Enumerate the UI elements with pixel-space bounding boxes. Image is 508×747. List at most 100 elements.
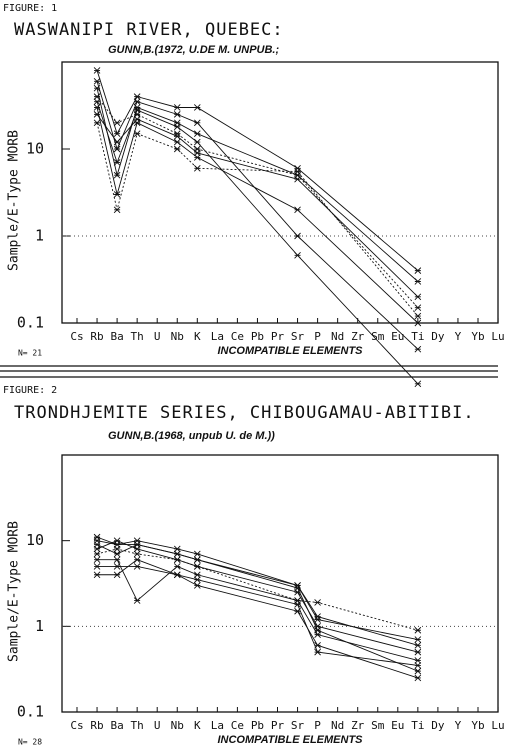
point-marker [173,138,181,146]
point-marker [93,67,101,74]
point-marker [294,175,301,183]
point-marker [173,571,181,579]
x-tick-label: Pb [251,719,264,732]
point-marker [93,98,101,105]
point-marker [414,642,422,649]
x-axis-label: INCOMPATIBLE ELEMENTS [217,734,363,746]
x-tick-label: Lu [491,719,504,732]
x-tick-label: Nb [171,719,184,732]
point-marker [314,648,321,656]
point-marker [113,138,121,146]
n-label: N= 28 [18,738,42,747]
point-marker [113,206,121,214]
point-marker [173,563,181,570]
x-tick-label: Y [455,330,462,343]
series-line [96,548,418,631]
point-marker [294,601,301,608]
point-marker [93,111,101,118]
chart-subtitle: GUNN,B.(1968, unpub U. de M.)) [108,430,275,442]
point-marker [173,123,181,131]
point-marker [93,563,101,570]
x-tick-label: Cs [70,719,83,732]
point-marker [294,251,301,259]
point-marker [294,206,301,214]
x-tick-label: Sr [291,719,305,732]
x-tick-label: Zr [351,330,365,343]
point-marker [414,648,422,656]
x-axis-label: INCOMPATIBLE ELEMENTS [217,345,363,357]
y-tick-label: 1 [35,617,44,635]
point-marker [173,550,181,558]
point-marker [133,115,141,123]
point-marker [113,130,121,137]
point-marker [193,119,201,127]
point-marker [133,130,141,137]
point-marker [113,541,121,548]
series-line [97,559,418,679]
series-line [97,566,418,666]
x-tick-label: La [211,330,224,343]
y-tick-label: 1 [35,227,44,245]
figure-label: FIGURE: 1 [3,3,57,14]
x-tick-label: Rb [90,719,103,732]
point-marker [113,191,121,198]
series-line [96,81,419,350]
point-marker [414,674,422,682]
x-tick-label: Pb [251,330,264,343]
x-tick-label: Ce [231,719,244,732]
x-tick-label: K [194,330,201,343]
plot-frame [61,454,499,713]
x-tick-label: Yb [471,719,484,732]
x-tick-label: Ba [110,719,123,732]
figure-label: FIGURE: 2 [3,385,57,396]
x-tick-label: Cs [70,330,83,343]
series-line [96,544,419,672]
point-marker [193,164,201,172]
point-marker [173,545,181,553]
x-tick-label: Sm [371,330,385,343]
point-marker [133,563,141,570]
point-marker [93,550,101,558]
point-marker [414,345,422,353]
point-marker [113,563,121,570]
series-line [96,536,418,646]
point-marker [173,104,181,111]
x-tick-label: Ba [110,330,123,343]
point-marker [414,278,422,285]
series-line [96,540,418,641]
x-tick-label: Pr [271,719,285,732]
point-marker [414,662,422,669]
point-marker [294,232,301,240]
point-marker [294,168,301,175]
x-tick-label: Zr [351,719,365,732]
y-tick-label: 0.1 [17,703,44,721]
point-marker [193,582,201,589]
point-marker [133,93,141,100]
point-marker [133,106,141,114]
x-tick-label: La [211,719,224,732]
series-line [96,88,419,282]
point-marker [133,541,141,548]
plot-frame [61,61,499,324]
point-marker [414,304,422,311]
point-marker [414,667,422,675]
point-marker [294,164,301,172]
point-marker [113,145,121,153]
point-marker [93,77,101,85]
point-marker [314,626,321,634]
x-tick-label: Sr [291,330,305,343]
point-marker [314,599,321,606]
point-marker [193,149,201,157]
point-marker [173,145,181,153]
x-tick-label: Lu [491,330,504,343]
x-tick-label: Nd [331,719,344,732]
point-marker [113,571,121,579]
x-tick-label: Pr [271,330,285,343]
x-tick-label: Sm [371,719,385,732]
y-tick-label: 0.1 [17,314,44,332]
point-marker [133,556,141,563]
x-tick-label: Nd [331,330,344,343]
n-label: N= 21 [18,349,42,358]
point-marker [414,380,422,388]
